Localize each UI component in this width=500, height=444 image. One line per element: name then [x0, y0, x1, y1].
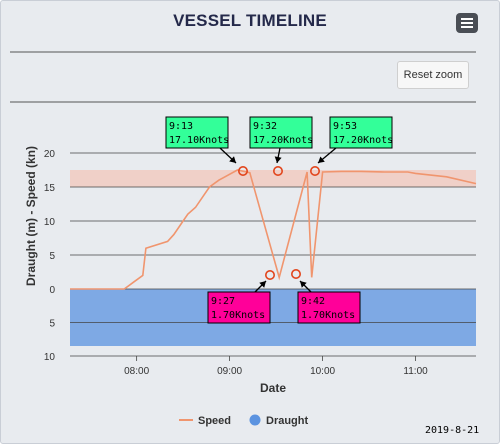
speed-marker-dip[interactable] [264, 269, 275, 280]
annotation-arrowhead [300, 281, 307, 288]
speed-marker-peak[interactable] [309, 166, 320, 177]
annotation-time: 9:27 [211, 296, 235, 307]
legend-draught-swatch [249, 414, 261, 426]
reset-zoom-button[interactable]: Reset zoom [397, 61, 469, 89]
legend[interactable]: Speed Draught [179, 414, 309, 428]
annotation-arrowhead [259, 281, 266, 288]
x-tick-label: 09:00 [217, 366, 242, 377]
speed-marker-peak[interactable] [272, 166, 283, 177]
annotation-box-peak [165, 116, 229, 149]
x-tick-label: 10:00 [310, 366, 335, 377]
annotation-box-peak [329, 116, 393, 149]
y-tick-label-bottom: 10 [44, 352, 56, 363]
annotation-time: 9:53 [333, 121, 357, 132]
y-tick-label-top: 0 [49, 285, 55, 296]
speed-marker-dip[interactable] [290, 268, 301, 279]
annotation-time: 9:32 [253, 121, 277, 132]
annotation-speed: 17.20Knots [333, 135, 393, 146]
annotation-box-dip [207, 291, 271, 324]
date-stamp: 2019-8-21 [425, 425, 480, 436]
speed-series-line [70, 169, 477, 290]
y-tick-label-top: 20 [44, 149, 56, 160]
annotation-box-dip [297, 291, 361, 324]
annotation-time: 9:42 [301, 296, 325, 307]
x-axis-title: Date [260, 381, 286, 395]
annotation-arrowhead [274, 156, 282, 163]
annotation-arrowhead [229, 156, 236, 163]
annotation-speed: 17.20Knots [253, 135, 313, 146]
annotation-speed: 1.70Knots [301, 310, 355, 321]
y-tick-label-top: 15 [44, 183, 56, 194]
annotation-box-peak [249, 116, 313, 149]
legend-draught-label[interactable]: Draught [266, 415, 309, 427]
y-tick-label-top: 10 [44, 217, 56, 228]
x-tick-label: 11:00 [403, 366, 428, 377]
annotation-speed: 17.10Knots [169, 135, 229, 146]
annotation-speed: 1.70Knots [211, 310, 265, 321]
annotation-arrowhead [318, 156, 325, 163]
draught-area [70, 289, 476, 346]
speed-band [70, 170, 476, 187]
legend-speed-label[interactable]: Speed [198, 415, 231, 427]
x-tick-label: 08:00 [124, 366, 149, 377]
annotation-time: 9:13 [169, 121, 193, 132]
y-tick-label-bottom: 5 [49, 319, 55, 330]
y-axis-title: Draught (m) - Speed (kn) [24, 146, 38, 286]
speed-marker-peak[interactable] [238, 166, 249, 177]
chart-title: VESSEL TIMELINE [173, 11, 327, 30]
hamburger-menu-icon[interactable] [456, 13, 478, 33]
y-tick-label-top: 5 [49, 251, 55, 262]
